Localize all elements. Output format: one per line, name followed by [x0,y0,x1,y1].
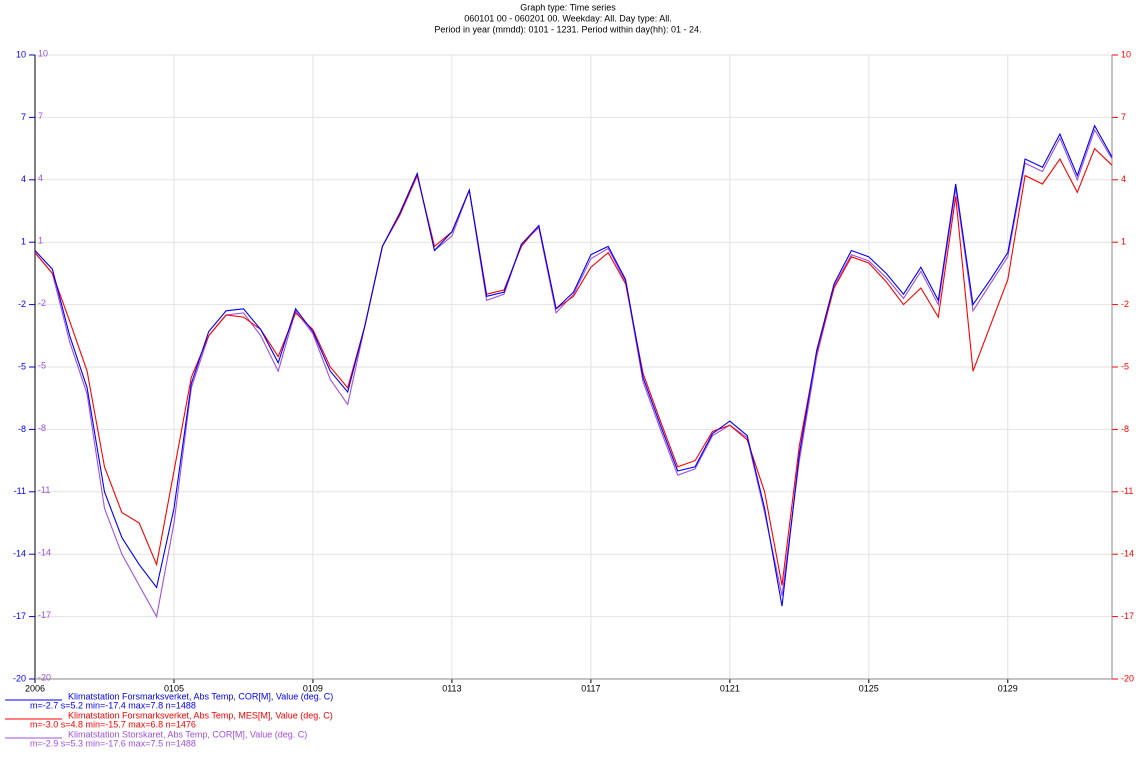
y-tick-label: -8 [18,424,26,434]
y2-tick-label: 10 [1121,49,1131,59]
legend-stats: m=-2.9 s=5.3 min=-17.6 max=7.5 n=1488 [30,738,196,748]
legend-label: Klimatstation Forsmarksverket, Abs Temp,… [68,691,333,701]
y2-tick-label: -17 [1121,611,1134,621]
chart-title: Graph type: Time series [520,2,616,12]
x-tick-label: 0117 [581,683,600,693]
y-tick-label: 10 [16,49,26,59]
y2-tick-label: -5 [1121,361,1129,371]
series-line [34,128,1113,619]
y-tick-label: -8 [38,423,46,433]
y2-tick-label: -14 [1121,549,1134,559]
y-tick-label: -5 [38,360,46,370]
y-tick-label: 7 [21,112,26,122]
legend-label: Klimatstation Forsmarksverket, Abs Temp,… [68,710,333,720]
y-tick-label: 4 [21,174,26,184]
y-tick-label: -17 [13,611,26,621]
y-tick-label: -5 [18,361,26,371]
y-tick-label: -2 [18,299,26,309]
y-tick-label: -17 [38,610,51,620]
x-tick-label: 0121 [720,683,740,693]
y-tick-label: -20 [38,672,51,682]
legend-stats: m=-2.7 s=5.2 min=-17.4 max=7.8 n=1488 [30,700,196,710]
y-tick-label: 1 [21,237,26,247]
chart-subtitle: 060101 00 - 060201 00. Weekday: All. Day… [464,13,671,23]
x-tick-label: 0125 [859,683,879,693]
y-tick-label: -14 [38,548,51,558]
y-tick-label: 10 [38,48,48,58]
legend-label: Klimatstation Storskaret, Abs Temp, COR[… [68,729,307,739]
y2-tick-label: -8 [1121,424,1129,434]
x-tick-label: 2006 [25,683,45,693]
y-tick-label: -2 [38,298,46,308]
y2-tick-label: -20 [1121,673,1134,683]
y2-tick-label: 1 [1121,237,1126,247]
x-tick-label: 0129 [998,683,1018,693]
series-line [34,124,1113,607]
y-tick-label: -11 [14,486,26,496]
y2-tick-label: 4 [1121,174,1126,184]
x-tick-label: 0113 [442,683,461,693]
y-tick-label: 1 [38,236,43,246]
y-tick-label: -11 [38,485,50,495]
chart-subtitle: Period in year (mmdd): 0101 - 1231. Peri… [434,24,701,34]
y2-tick-label: -2 [1121,299,1129,309]
y2-tick-label: 7 [1121,112,1126,122]
y-tick-label: -20 [13,673,26,683]
x-tick-label: 0109 [303,683,323,693]
y2-tick-label: -11 [1121,486,1133,496]
legend-stats: m=-3.0 s=4.8 min=-15.7 max=6.8 n=1476 [30,719,196,729]
series-line [34,147,1113,586]
y-tick-label: 4 [38,173,43,183]
y-tick-label: 7 [38,111,43,121]
x-tick-label: 0105 [164,683,184,693]
y-tick-label: -14 [13,549,26,559]
